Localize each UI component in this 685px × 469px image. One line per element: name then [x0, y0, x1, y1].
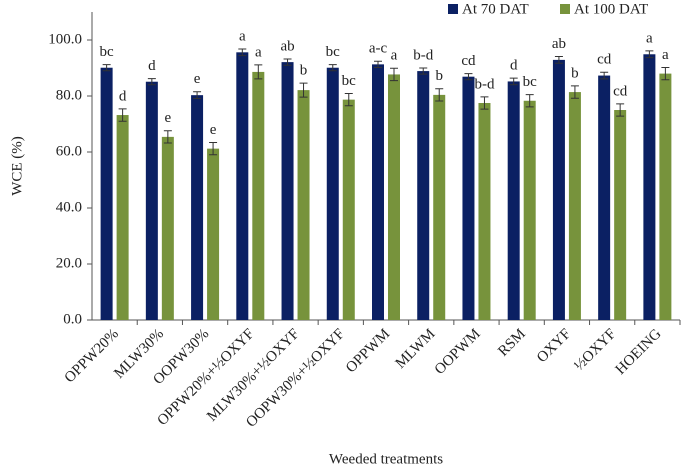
error-bar [254, 64, 263, 80]
bar [388, 74, 400, 320]
error-bar [661, 66, 670, 81]
error-bar [419, 67, 428, 75]
legend-swatch [448, 4, 458, 14]
significance-label: ab [280, 38, 294, 54]
significance-label: d [148, 58, 156, 74]
bar [523, 100, 536, 320]
error-bar [118, 108, 127, 122]
x-tick-label: MLWM [393, 326, 439, 372]
y-tick-label: 40.0 [56, 199, 82, 215]
significance-label: e [165, 110, 172, 126]
y-tick-label: 60.0 [56, 143, 82, 159]
significance-label: a [662, 47, 669, 63]
significance-label: cd [613, 83, 628, 99]
bar [462, 76, 475, 321]
x-tick-label: HOEING [613, 326, 665, 378]
x-tick-label: OXYF [534, 326, 574, 366]
bar [659, 73, 672, 320]
x-tick-label: OPPW20% [62, 326, 122, 386]
error-bar [328, 64, 337, 72]
y-axis-label: WCE (%) [9, 136, 25, 196]
bar [478, 103, 491, 320]
error-bar [299, 82, 308, 98]
error-bar [616, 103, 625, 117]
bar [568, 92, 581, 320]
y-tick-label: 0.0 [63, 311, 82, 327]
bar [552, 59, 565, 320]
legend-label: At 100 DAT [574, 1, 648, 17]
error-bar [344, 92, 353, 107]
significance-label: d [510, 58, 518, 74]
significance-label: d [119, 88, 127, 104]
error-bar [570, 85, 579, 99]
bar [207, 148, 220, 320]
bar [116, 115, 129, 320]
significance-label: e [194, 71, 201, 87]
y-tick-label: 100.0 [48, 31, 82, 47]
bar [100, 67, 113, 320]
x-tick-label: RSM [495, 326, 529, 360]
error-bar [525, 94, 534, 108]
significance-label: a [646, 30, 653, 46]
significance-label: cd [597, 52, 612, 68]
significance-label: b [571, 65, 579, 81]
y-tick-label: 20.0 [56, 255, 82, 271]
bar [507, 81, 520, 320]
error-bar [193, 91, 202, 100]
bar [297, 90, 310, 321]
error-bar [600, 71, 609, 80]
error-bar [163, 130, 172, 144]
significance-label: bc [326, 44, 341, 60]
error-bar [480, 96, 489, 110]
error-bar [390, 67, 398, 82]
error-bar [464, 73, 473, 81]
significance-label: ab [552, 36, 566, 52]
bar [236, 52, 249, 320]
significance-label: b [300, 63, 308, 79]
legend-swatch [560, 4, 570, 14]
error-bar [147, 78, 156, 86]
bar [598, 75, 611, 320]
significance-label: e [210, 122, 217, 138]
significance-label: cd [461, 53, 476, 69]
x-axis-label: Weeded treatments [329, 451, 443, 467]
error-bar [238, 48, 247, 57]
significance-label: b [435, 68, 443, 84]
bar [342, 99, 355, 320]
x-tick-label: OOPWM [432, 326, 484, 378]
bar [161, 136, 174, 320]
error-bar [209, 141, 218, 156]
legend-label: At 70 DAT [462, 1, 529, 17]
significance-label: bc [100, 44, 115, 60]
bar [614, 110, 627, 320]
bar [252, 71, 265, 320]
error-bar [374, 60, 382, 68]
bar [643, 54, 656, 320]
bar [417, 71, 430, 320]
significance-label: a-c [369, 41, 388, 57]
bar [326, 67, 339, 320]
significance-label: bc [342, 73, 357, 89]
bar [372, 64, 384, 320]
bar [145, 81, 158, 320]
bar [433, 94, 446, 320]
significance-label: a [239, 28, 246, 44]
significance-label: b-d [474, 76, 494, 92]
error-bar [102, 64, 111, 72]
significance-label: b-d [413, 47, 433, 63]
error-bar [509, 77, 518, 86]
bar [281, 62, 294, 321]
y-tick-label: 80.0 [56, 87, 82, 103]
error-bar [283, 58, 292, 66]
x-tick-label: OPPWM [343, 326, 393, 376]
error-bar [645, 50, 654, 59]
error-bar [554, 56, 563, 64]
significance-label: a [255, 44, 262, 60]
significance-label: a [391, 48, 398, 64]
significance-label: bc [523, 74, 538, 90]
error-bar [435, 88, 444, 102]
bar [191, 95, 204, 320]
